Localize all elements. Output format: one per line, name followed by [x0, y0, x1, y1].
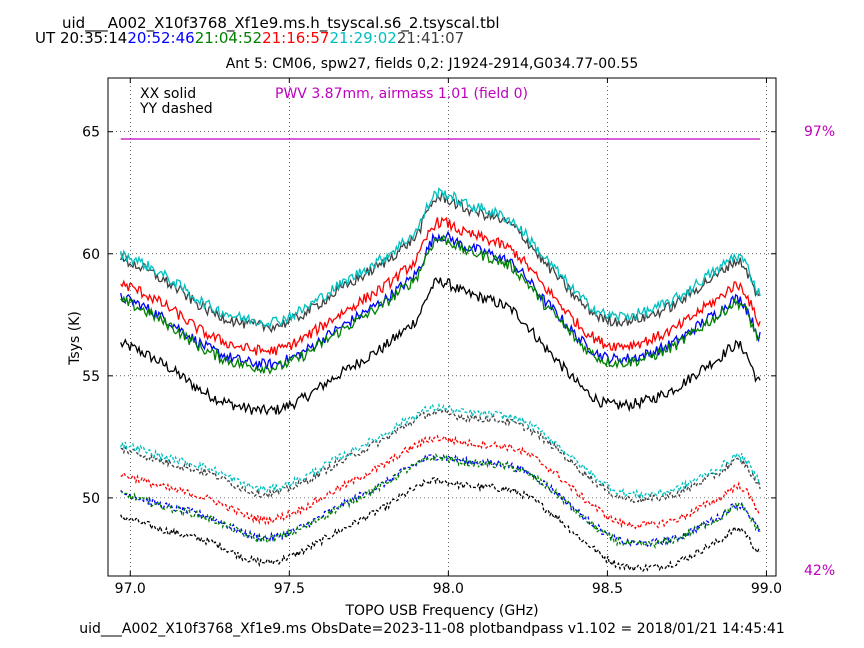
- x-tick-label: 97.0: [115, 581, 146, 597]
- legend-xx-solid: XX solid: [140, 86, 196, 102]
- transmission-top-label: 97%: [804, 124, 836, 140]
- table-filename-title: uid___A002_X10f3768_Xf1e9.ms.h_tsyscal.s…: [62, 14, 500, 32]
- ut-time-row: UT 20:35:1420:52:4621:04:5221:16:5721:29…: [35, 29, 464, 47]
- ut-time-3: 21:16:57: [262, 29, 330, 47]
- ut-time-0: 20:35:14: [59, 29, 128, 47]
- series-211657-xx: [120, 216, 761, 356]
- ut-time-4: 21:29:02: [329, 29, 397, 47]
- x-tick-label: 98.5: [592, 581, 623, 597]
- series-212902-yy: [120, 402, 761, 499]
- plot-frame: [107, 77, 777, 577]
- y-tick-label: 50: [82, 491, 100, 507]
- y-tick-label: 60: [82, 247, 100, 263]
- ut-time-2: 21:04:52: [194, 29, 263, 47]
- ut-time-list: 20:35:1420:52:4621:04:5221:16:5721:29:02…: [60, 29, 464, 47]
- footer-text: uid___A002_X10f3768_Xf1e9.ms ObsDate=202…: [79, 621, 785, 637]
- grid-lines: [108, 78, 776, 576]
- y-tick-label: 65: [82, 125, 100, 141]
- series-214107-xx: [120, 191, 761, 334]
- y-tick-label: 55: [82, 369, 100, 385]
- x-axis-label: TOPO USB Frequency (GHz): [345, 603, 539, 619]
- pwv-annotation: PWV 3.87mm, airmass 1.01 (field 0): [275, 86, 528, 102]
- y-axis-label: Tsys (K): [66, 311, 83, 365]
- ut-label: UT: [35, 29, 56, 47]
- series-210452-yy: [120, 452, 761, 550]
- series-210452-xx: [120, 234, 761, 375]
- series-212902-xx: [120, 187, 761, 329]
- series-lines: [120, 187, 761, 573]
- series-214107-yy: [120, 408, 761, 504]
- series-203514-xx: [120, 277, 761, 416]
- x-tick-label: 99.0: [751, 581, 782, 597]
- ut-time-5: 21:41:07: [396, 29, 465, 47]
- series-211657-yy: [120, 434, 761, 530]
- axis-ticks: 97.0 97.5 98.0 98.5 99.0 50 55 60 65: [82, 78, 782, 597]
- series-205246-yy: [120, 454, 761, 548]
- chart-title: Ant 5: CM06, spw27, fields 0,2: J1924-29…: [225, 56, 639, 72]
- ut-time-1: 20:52:46: [127, 29, 195, 47]
- series-203514-yy: [120, 477, 761, 573]
- x-tick-label: 98.0: [433, 581, 464, 597]
- x-tick-label: 97.5: [274, 581, 305, 597]
- transmission-bottom-label: 42%: [804, 563, 836, 579]
- legend-yy-dashed: YY dashed: [139, 101, 213, 117]
